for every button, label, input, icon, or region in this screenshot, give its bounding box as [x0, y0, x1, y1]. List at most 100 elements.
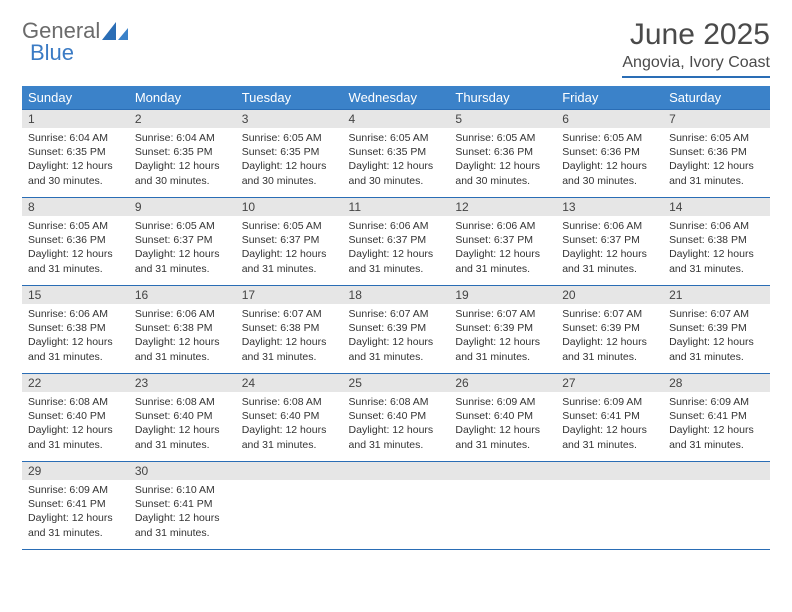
calendar-header-row: SundayMondayTuesdayWednesdayThursdayFrid…: [22, 86, 770, 110]
day-details: Sunrise: 6:06 AMSunset: 6:37 PMDaylight:…: [343, 216, 450, 282]
calendar-day-cell: 11Sunrise: 6:06 AMSunset: 6:37 PMDayligh…: [343, 198, 450, 286]
day-number: 1: [22, 110, 129, 128]
day-details: Sunrise: 6:07 AMSunset: 6:39 PMDaylight:…: [343, 304, 450, 370]
day-number: 6: [556, 110, 663, 128]
day-number: 30: [129, 462, 236, 480]
calendar-day-cell: 27Sunrise: 6:09 AMSunset: 6:41 PMDayligh…: [556, 374, 663, 462]
day-number: 2: [129, 110, 236, 128]
day-number: 26: [449, 374, 556, 392]
calendar-week-row: 15Sunrise: 6:06 AMSunset: 6:38 PMDayligh…: [22, 286, 770, 374]
day-number: 10: [236, 198, 343, 216]
calendar-day-cell: 2Sunrise: 6:04 AMSunset: 6:35 PMDaylight…: [129, 110, 236, 198]
calendar-day-cell: 3Sunrise: 6:05 AMSunset: 6:35 PMDaylight…: [236, 110, 343, 198]
day-details: Sunrise: 6:05 AMSunset: 6:35 PMDaylight:…: [343, 128, 450, 194]
day-number: 21: [663, 286, 770, 304]
day-details: Sunrise: 6:05 AMSunset: 6:36 PMDaylight:…: [449, 128, 556, 194]
day-number: 7: [663, 110, 770, 128]
brand-part2: Blue: [30, 40, 74, 66]
calendar-day-cell: 18Sunrise: 6:07 AMSunset: 6:39 PMDayligh…: [343, 286, 450, 374]
day-number-empty: [236, 462, 343, 480]
calendar-day-cell: 1Sunrise: 6:04 AMSunset: 6:35 PMDaylight…: [22, 110, 129, 198]
calendar-body: 1Sunrise: 6:04 AMSunset: 6:35 PMDaylight…: [22, 110, 770, 550]
day-details: Sunrise: 6:05 AMSunset: 6:36 PMDaylight:…: [663, 128, 770, 194]
day-number: 25: [343, 374, 450, 392]
day-details: Sunrise: 6:09 AMSunset: 6:41 PMDaylight:…: [22, 480, 129, 546]
day-details: Sunrise: 6:04 AMSunset: 6:35 PMDaylight:…: [129, 128, 236, 194]
calendar-week-row: 8Sunrise: 6:05 AMSunset: 6:36 PMDaylight…: [22, 198, 770, 286]
day-details: Sunrise: 6:05 AMSunset: 6:36 PMDaylight:…: [556, 128, 663, 194]
weekday-header: Wednesday: [343, 86, 450, 110]
day-number: 23: [129, 374, 236, 392]
calendar-day-cell: 6Sunrise: 6:05 AMSunset: 6:36 PMDaylight…: [556, 110, 663, 198]
page-subtitle: Angovia, Ivory Coast: [622, 54, 770, 78]
calendar-table: SundayMondayTuesdayWednesdayThursdayFrid…: [22, 86, 770, 550]
calendar-day-cell: 13Sunrise: 6:06 AMSunset: 6:37 PMDayligh…: [556, 198, 663, 286]
day-details: Sunrise: 6:08 AMSunset: 6:40 PMDaylight:…: [236, 392, 343, 458]
calendar-week-row: 1Sunrise: 6:04 AMSunset: 6:35 PMDaylight…: [22, 110, 770, 198]
day-number: 17: [236, 286, 343, 304]
day-number-empty: [663, 462, 770, 480]
calendar-day-cell: 23Sunrise: 6:08 AMSunset: 6:40 PMDayligh…: [129, 374, 236, 462]
day-number: 13: [556, 198, 663, 216]
calendar-day-cell: 29Sunrise: 6:09 AMSunset: 6:41 PMDayligh…: [22, 462, 129, 550]
day-details: Sunrise: 6:04 AMSunset: 6:35 PMDaylight:…: [22, 128, 129, 194]
calendar-empty-cell: [556, 462, 663, 550]
day-number: 9: [129, 198, 236, 216]
day-details: Sunrise: 6:06 AMSunset: 6:37 PMDaylight:…: [449, 216, 556, 282]
day-number: 20: [556, 286, 663, 304]
calendar-empty-cell: [236, 462, 343, 550]
calendar-day-cell: 24Sunrise: 6:08 AMSunset: 6:40 PMDayligh…: [236, 374, 343, 462]
day-number: 29: [22, 462, 129, 480]
calendar-day-cell: 17Sunrise: 6:07 AMSunset: 6:38 PMDayligh…: [236, 286, 343, 374]
calendar-day-cell: 30Sunrise: 6:10 AMSunset: 6:41 PMDayligh…: [129, 462, 236, 550]
day-number: 4: [343, 110, 450, 128]
day-number: 27: [556, 374, 663, 392]
calendar-day-cell: 26Sunrise: 6:09 AMSunset: 6:40 PMDayligh…: [449, 374, 556, 462]
calendar-day-cell: 5Sunrise: 6:05 AMSunset: 6:36 PMDaylight…: [449, 110, 556, 198]
day-details: Sunrise: 6:10 AMSunset: 6:41 PMDaylight:…: [129, 480, 236, 546]
calendar-day-cell: 20Sunrise: 6:07 AMSunset: 6:39 PMDayligh…: [556, 286, 663, 374]
day-number: 15: [22, 286, 129, 304]
day-details: Sunrise: 6:05 AMSunset: 6:37 PMDaylight:…: [129, 216, 236, 282]
calendar-week-row: 22Sunrise: 6:08 AMSunset: 6:40 PMDayligh…: [22, 374, 770, 462]
day-details: Sunrise: 6:05 AMSunset: 6:37 PMDaylight:…: [236, 216, 343, 282]
calendar-day-cell: 15Sunrise: 6:06 AMSunset: 6:38 PMDayligh…: [22, 286, 129, 374]
weekday-header: Saturday: [663, 86, 770, 110]
day-number: 12: [449, 198, 556, 216]
day-details: Sunrise: 6:09 AMSunset: 6:41 PMDaylight:…: [663, 392, 770, 458]
day-details: Sunrise: 6:05 AMSunset: 6:35 PMDaylight:…: [236, 128, 343, 194]
calendar-empty-cell: [663, 462, 770, 550]
page-title: June 2025: [622, 18, 770, 52]
day-number: 24: [236, 374, 343, 392]
day-number: 8: [22, 198, 129, 216]
calendar-day-cell: 8Sunrise: 6:05 AMSunset: 6:36 PMDaylight…: [22, 198, 129, 286]
day-number: 14: [663, 198, 770, 216]
day-details: Sunrise: 6:07 AMSunset: 6:39 PMDaylight:…: [663, 304, 770, 370]
day-number: 22: [22, 374, 129, 392]
calendar-day-cell: 22Sunrise: 6:08 AMSunset: 6:40 PMDayligh…: [22, 374, 129, 462]
calendar-week-row: 29Sunrise: 6:09 AMSunset: 6:41 PMDayligh…: [22, 462, 770, 550]
day-number: 11: [343, 198, 450, 216]
calendar-day-cell: 28Sunrise: 6:09 AMSunset: 6:41 PMDayligh…: [663, 374, 770, 462]
day-number-empty: [343, 462, 450, 480]
day-details: Sunrise: 6:08 AMSunset: 6:40 PMDaylight:…: [22, 392, 129, 458]
day-details: Sunrise: 6:06 AMSunset: 6:38 PMDaylight:…: [129, 304, 236, 370]
weekday-header: Sunday: [22, 86, 129, 110]
day-details: Sunrise: 6:07 AMSunset: 6:39 PMDaylight:…: [449, 304, 556, 370]
calendar-day-cell: 16Sunrise: 6:06 AMSunset: 6:38 PMDayligh…: [129, 286, 236, 374]
day-details: Sunrise: 6:06 AMSunset: 6:37 PMDaylight:…: [556, 216, 663, 282]
day-details: Sunrise: 6:06 AMSunset: 6:38 PMDaylight:…: [663, 216, 770, 282]
weekday-header: Monday: [129, 86, 236, 110]
calendar-day-cell: 14Sunrise: 6:06 AMSunset: 6:38 PMDayligh…: [663, 198, 770, 286]
calendar-day-cell: 21Sunrise: 6:07 AMSunset: 6:39 PMDayligh…: [663, 286, 770, 374]
day-details: Sunrise: 6:09 AMSunset: 6:41 PMDaylight:…: [556, 392, 663, 458]
day-number: 18: [343, 286, 450, 304]
day-number-empty: [449, 462, 556, 480]
day-number: 16: [129, 286, 236, 304]
sail-icon: [102, 22, 128, 40]
day-details: Sunrise: 6:09 AMSunset: 6:40 PMDaylight:…: [449, 392, 556, 458]
page-header: General June 2025 Angovia, Ivory Coast: [22, 18, 770, 78]
calendar-day-cell: 25Sunrise: 6:08 AMSunset: 6:40 PMDayligh…: [343, 374, 450, 462]
day-number: 19: [449, 286, 556, 304]
calendar-day-cell: 19Sunrise: 6:07 AMSunset: 6:39 PMDayligh…: [449, 286, 556, 374]
